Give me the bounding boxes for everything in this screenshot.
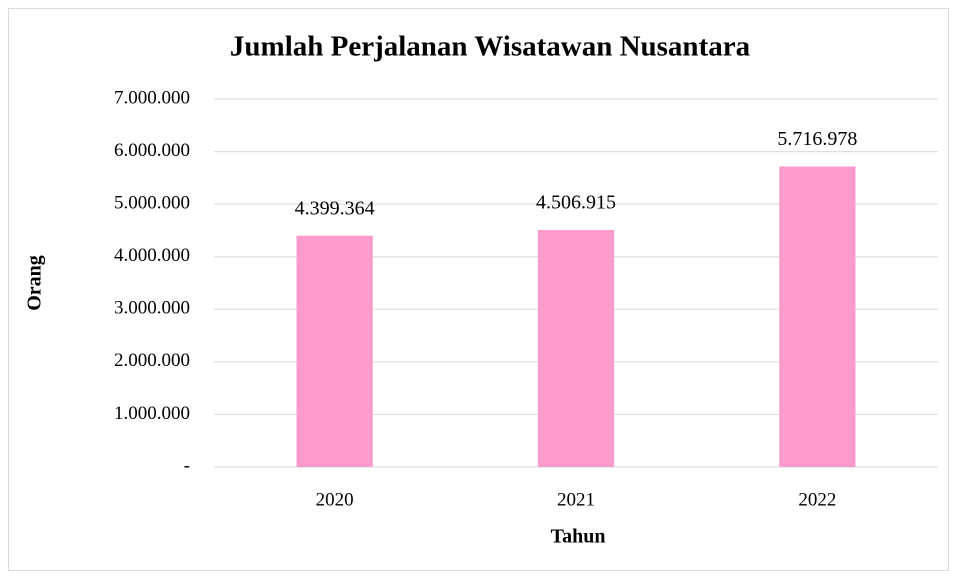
x-tick-label: 2021 — [557, 489, 595, 510]
bar — [537, 230, 615, 467]
y-tick-label: 7.000.000 — [114, 87, 190, 108]
chart-title: Jumlah Perjalanan Wisatawan Nusantara — [230, 31, 751, 63]
y-tick-label: - — [184, 455, 190, 476]
x-axis-label: Tahun — [551, 526, 606, 548]
y-tick-label: 4.000.000 — [114, 245, 190, 266]
y-tick-label: 2.000.000 — [114, 350, 190, 371]
x-tick-label: 2020 — [316, 489, 354, 510]
y-tick-label: 1.000.000 — [114, 403, 190, 424]
x-tick-label: 2022 — [798, 489, 836, 510]
y-tick-label: 6.000.000 — [114, 140, 190, 161]
y-tick-label: 3.000.000 — [114, 298, 190, 319]
bar — [779, 166, 856, 467]
data-label: 5.716.978 — [777, 128, 857, 150]
y-tick-label: 5.000.000 — [114, 193, 190, 214]
data-label: 4.506.915 — [536, 192, 616, 214]
data-label: 4.399.364 — [295, 197, 375, 219]
bar — [296, 235, 373, 467]
y-axis-label: Orang — [24, 255, 46, 311]
